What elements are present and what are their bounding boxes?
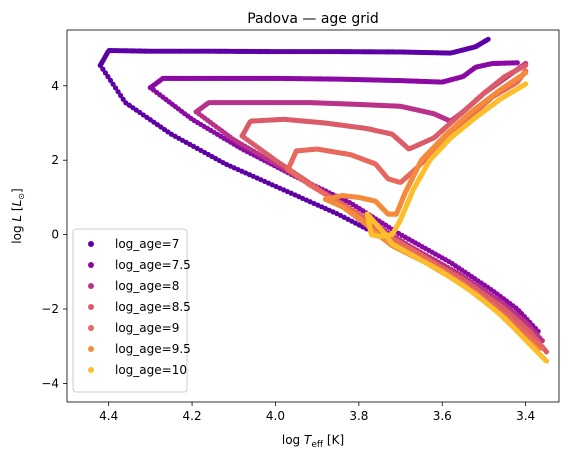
series-5-point	[523, 70, 529, 76]
legend-label: log_age=8	[115, 279, 179, 293]
y-axis-label-open: [	[10, 206, 24, 215]
y-axis-label-close: ]	[10, 188, 24, 193]
legend-label: log_age=9.5	[115, 342, 191, 356]
y-axis-label-unit: L	[10, 200, 24, 207]
y-tick-label: −4	[41, 376, 59, 390]
y-tick-label: 2	[51, 153, 59, 167]
x-tick-label: 4.4	[99, 409, 118, 423]
x-tick-label: 4.2	[183, 409, 202, 423]
y-axis-label: log L [L⊙]	[10, 188, 26, 243]
data-points	[97, 36, 550, 364]
legend-marker	[88, 262, 94, 268]
series-0-point	[118, 92, 124, 99]
y-tick-label: −2	[41, 302, 59, 316]
legend-box	[72, 228, 188, 393]
legend-label: log_age=9	[115, 321, 179, 335]
series-0-point	[102, 70, 109, 76]
series-0-point	[107, 77, 114, 84]
series-0-point	[100, 66, 106, 72]
y-axis-label-symbol: L	[10, 215, 24, 222]
series-4-point	[539, 345, 545, 351]
x-axis-label-unit: [K]	[323, 433, 344, 447]
y-tick-label: 4	[51, 79, 59, 93]
series-1-point	[514, 60, 520, 66]
legend-label: log_age=7	[115, 237, 179, 251]
x-tick-label: 4.0	[266, 409, 285, 423]
legend: log_age=7 log_age=7.5 log_age=8 log_age=8.5…	[72, 228, 191, 393]
legend-label: log_age=7.5	[115, 258, 191, 272]
legend-marker	[88, 346, 94, 352]
legend-marker	[88, 283, 94, 289]
series-0-point	[110, 81, 116, 87]
x-axis-ticks: 4.4 4.2 4.0 3.8 3.6 3.4	[99, 402, 535, 423]
x-axis-label-symbol: T	[304, 433, 313, 447]
series-3-point	[523, 62, 529, 68]
legend-label: log_age=10	[115, 363, 187, 377]
series-6-point	[523, 81, 529, 87]
y-axis-label-main: log	[10, 222, 24, 244]
series-6-point	[543, 358, 550, 364]
legend-marker	[88, 367, 94, 373]
x-tick-label: 3.8	[349, 409, 368, 423]
y-axis-ticks: 4 2 0 −2 −4	[41, 79, 67, 390]
x-tick-label: 3.4	[516, 409, 535, 423]
legend-marker	[88, 325, 94, 331]
series-0-point	[115, 89, 121, 95]
series-0-point	[112, 85, 119, 91]
series-0-point	[120, 96, 126, 102]
x-tick-label: 3.6	[433, 409, 452, 423]
y-axis-label-unit-sub: ⊙	[17, 193, 26, 200]
plot-frame	[66, 29, 560, 403]
legend-marker	[88, 304, 94, 310]
x-axis-label-sub: eff	[311, 440, 324, 450]
series-3-point	[543, 349, 550, 355]
y-tick-label: 0	[51, 228, 59, 242]
legend-label: log_age=8.5	[115, 300, 191, 314]
series-0-point	[485, 36, 491, 42]
chart-title: Padova — age grid	[247, 11, 379, 27]
x-axis-label: log Teff [K]	[282, 433, 344, 450]
x-axis-label-main: log	[282, 433, 304, 447]
legend-marker	[88, 241, 94, 247]
series-0-point	[105, 74, 111, 80]
